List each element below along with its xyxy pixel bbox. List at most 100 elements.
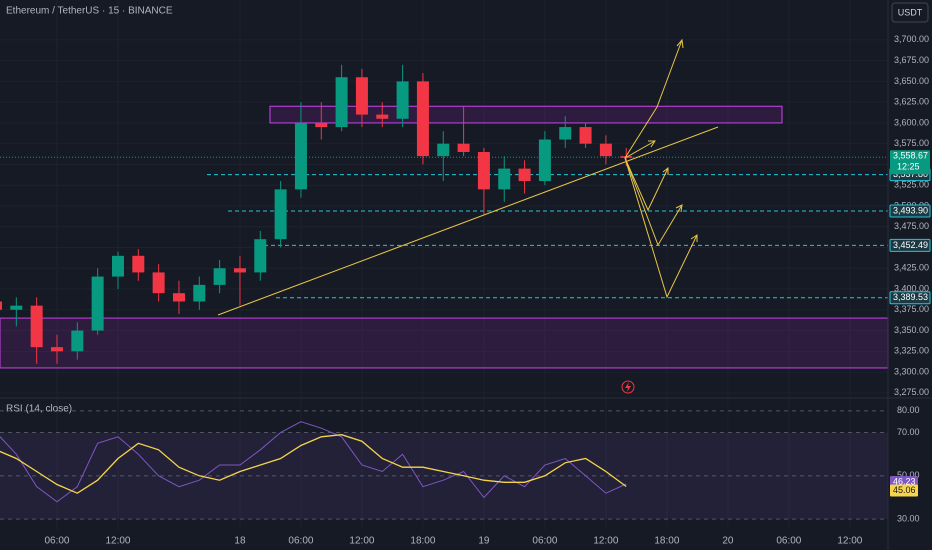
x-tick-label: 06:00 (532, 536, 557, 547)
y-tick-label: 3,275.00 (894, 387, 929, 397)
projection-arrow (624, 157, 669, 212)
level-tag-label: 3,493.90 (893, 205, 928, 215)
candle-body (254, 239, 267, 273)
candle-body (50, 347, 63, 352)
level-tag-label: 3,389.53 (893, 292, 928, 302)
x-tick-label: 18 (234, 536, 246, 547)
x-tick-label: 20 (722, 536, 734, 547)
candle-body (213, 268, 226, 285)
x-tick-label: 06:00 (44, 536, 69, 547)
candle-body (132, 255, 145, 273)
currency-label[interactable]: USDT (898, 7, 923, 17)
level-tag: 3,452.49 (889, 238, 931, 252)
candle-body (599, 143, 612, 157)
x-tick-label: 18:00 (654, 536, 679, 547)
y-tick-label: 3,325.00 (894, 346, 929, 356)
y-tick-label: 3,525.00 (894, 180, 929, 190)
y-tick-label: 3,600.00 (894, 117, 929, 127)
arrow-head (676, 38, 684, 49)
candle-body (355, 77, 368, 115)
candle-body (0, 301, 2, 310)
projection-arrow (624, 140, 656, 159)
x-tick-label: 18:00 (410, 536, 435, 547)
alert-icon-bolt (625, 382, 631, 392)
x-tick-label: 06:00 (288, 536, 313, 547)
rsi-tick-label: 30.00 (897, 514, 920, 524)
rsi-line (0, 421, 627, 503)
arrow-head (662, 166, 669, 175)
candle-body (437, 143, 450, 157)
drawings (217, 38, 719, 316)
rsi-tick-label: 70.00 (897, 427, 920, 437)
projection-arrow (624, 157, 683, 247)
symbol-title: Ethereum / TetherUS · 15 · BINANCE (6, 6, 173, 17)
level-tag: 3,389.53 (889, 291, 931, 305)
candle-body (172, 293, 185, 302)
rsi-value-label: 45.06 (893, 485, 916, 495)
current-price-box (890, 150, 930, 175)
y-tick-label: 3,675.00 (894, 55, 929, 65)
level-tag-label: 3,452.49 (893, 240, 928, 250)
level-tag-box (889, 204, 931, 218)
price-zone (0, 317, 889, 369)
candle-body (518, 168, 531, 182)
level-tag-box (889, 291, 931, 305)
projection-arrow (624, 157, 698, 299)
arrow-head (648, 140, 656, 148)
candle-body (579, 127, 592, 144)
candle-body (10, 305, 23, 310)
arrow-head (690, 234, 698, 242)
candle-body (559, 127, 572, 140)
candle-body (477, 151, 490, 190)
trend-line (217, 126, 719, 316)
y-tick-label: 3,575.00 (894, 138, 929, 148)
current-price-label: 3,558.67 (893, 151, 928, 161)
alert-icon[interactable] (621, 380, 635, 394)
candle-body (294, 122, 307, 190)
candle-body (111, 255, 124, 277)
candle-body (335, 77, 348, 128)
rsi-line (0, 434, 627, 494)
x-tick-label: 06:00 (776, 536, 801, 547)
candle-body (71, 330, 84, 352)
rsi-title: RSI (14, close) (6, 404, 72, 415)
y-tick-label: 3,475.00 (894, 221, 929, 231)
rsi-tick-label: 50.00 (897, 470, 920, 480)
candle-body (396, 81, 409, 119)
candle-body (457, 143, 470, 152)
y-tick-label: 3,700.00 (894, 34, 929, 44)
y-tick-label: 3,300.00 (894, 366, 929, 376)
candle-body (193, 284, 206, 302)
rsi-value-label: 46.23 (893, 476, 916, 486)
x-tick-label: 12:00 (837, 536, 862, 547)
candle-body (416, 81, 429, 157)
y-tick-label: 3,625.00 (894, 97, 929, 107)
candle-body (376, 114, 389, 119)
rsi-value-box (890, 484, 918, 497)
y-tick-label: 3,650.00 (894, 76, 929, 86)
candle-body (498, 168, 511, 190)
x-tick-label: 12:00 (349, 536, 374, 547)
y-tick-label: 3,375.00 (894, 304, 929, 314)
x-tick-label: 19 (478, 536, 490, 547)
rsi-tick-label: 80.00 (897, 405, 920, 415)
level-tag: 3,493.90 (889, 204, 931, 218)
projection-arrow (624, 39, 683, 159)
currency-button[interactable] (891, 2, 929, 23)
y-tick-label: 3,350.00 (894, 325, 929, 335)
candle-body (315, 122, 328, 128)
candle-body (152, 272, 165, 294)
countdown-label: 12:25 (897, 162, 920, 172)
candle-body (274, 189, 287, 240)
candle-body (538, 139, 551, 182)
level-tag-box (889, 238, 931, 252)
x-tick-label: 12:00 (105, 536, 130, 547)
candle-body (233, 268, 246, 273)
y-tick-label: 3,400.00 (894, 283, 929, 293)
candle-body (91, 276, 104, 331)
arrow-head (675, 204, 683, 213)
rsi-value-tag: 45.06 (890, 484, 918, 497)
